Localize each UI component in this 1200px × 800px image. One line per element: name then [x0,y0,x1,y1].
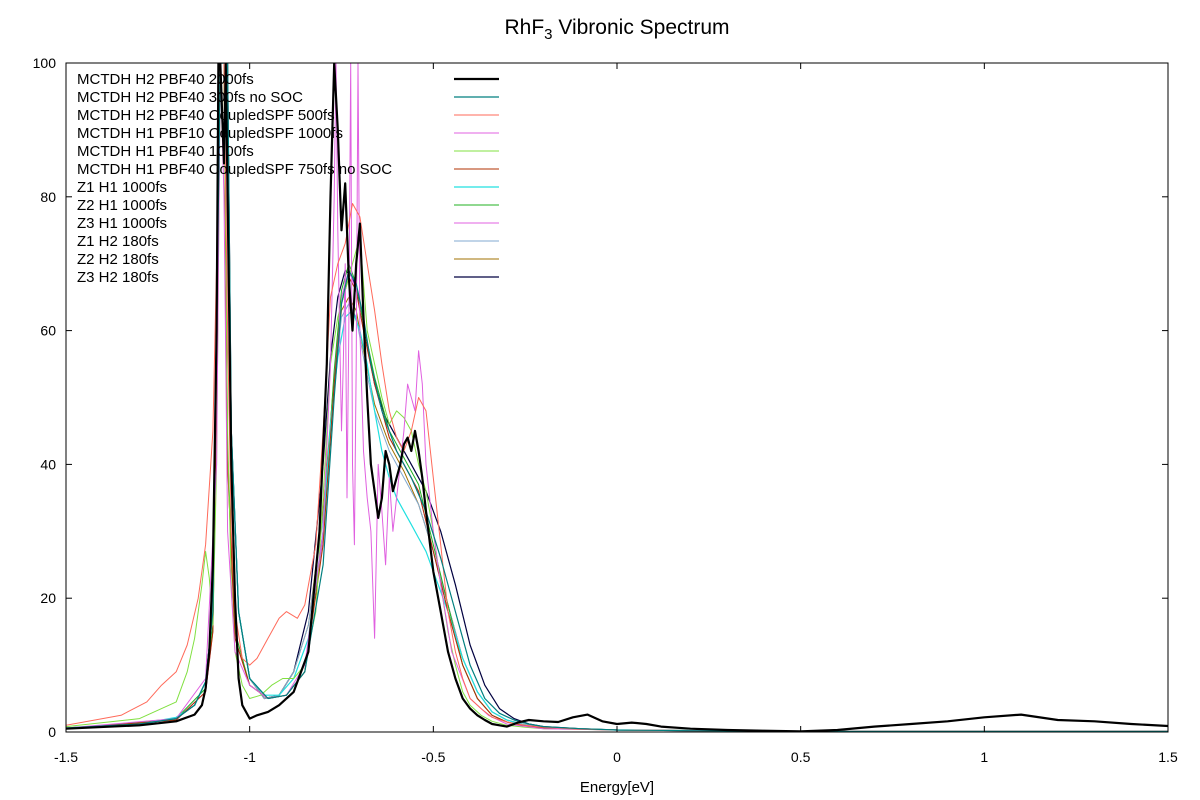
legend-entry-label: Z3 H2 180fs [77,269,159,286]
plot-area [66,63,1168,732]
legend-entry-label: Z3 H1 1000fs [77,215,167,232]
x-tick-label: -1.5 [54,749,78,765]
legend-entry-label: MCTDH H2 PBF40 CoupledSPF 500fs [77,107,335,124]
legend-entry-label: MCTDH H2 PBF40 2000fs [77,71,254,88]
chart-title-subscript: 3 [544,26,552,43]
y-tick-label: 40 [40,456,56,472]
x-tick-label: 0.5 [791,749,811,765]
x-tick-label: 1 [980,749,988,765]
y-tick-label: 0 [48,724,56,740]
axis-ticks: -1.5 -1 -0.5 0 0.5 1 1.5 0 20 40 60 80 100 [33,55,1178,765]
x-tick-label: -0.5 [421,749,445,765]
legend-entry-label: Z2 H1 1000fs [77,197,167,214]
y-tick-label: 20 [40,590,56,606]
legend-entry-label: MCTDH H1 PBF40 CoupledSPF 750fs no SOC [77,161,392,178]
legend-entry-label: Z1 H1 1000fs [77,179,167,196]
plot-frame [65,62,1169,733]
x-tick-label: 1.5 [1158,749,1178,765]
series-line-1 [66,63,1168,732]
legend-entry-label: Z2 H2 180fs [77,251,159,268]
chart-title-suffix: Vibronic Spectrum [553,16,730,39]
legend-entry-label: MCTDH H1 PBF40 1000fs [77,143,254,160]
x-tick-label: -1 [243,749,256,765]
series-line-2 [66,63,1168,732]
legend-entry-label: MCTDH H1 PBF10 CoupledSPF 1000fs [77,125,343,142]
chart-title-main: RhF [504,16,544,39]
chart-title: RhF3 Vibronic Spectrum [504,16,729,43]
y-tick-label: 80 [40,189,56,205]
x-axis-label: Energy[eV] [580,779,654,796]
x-tick-label: 0 [613,749,621,765]
legend-entry-label: MCTDH H2 PBF40 300fs no SOC [77,89,303,106]
y-tick-label: 100 [33,55,57,71]
legend-entry-label: Z1 H2 180fs [77,233,159,250]
y-tick-label: 60 [40,323,56,339]
